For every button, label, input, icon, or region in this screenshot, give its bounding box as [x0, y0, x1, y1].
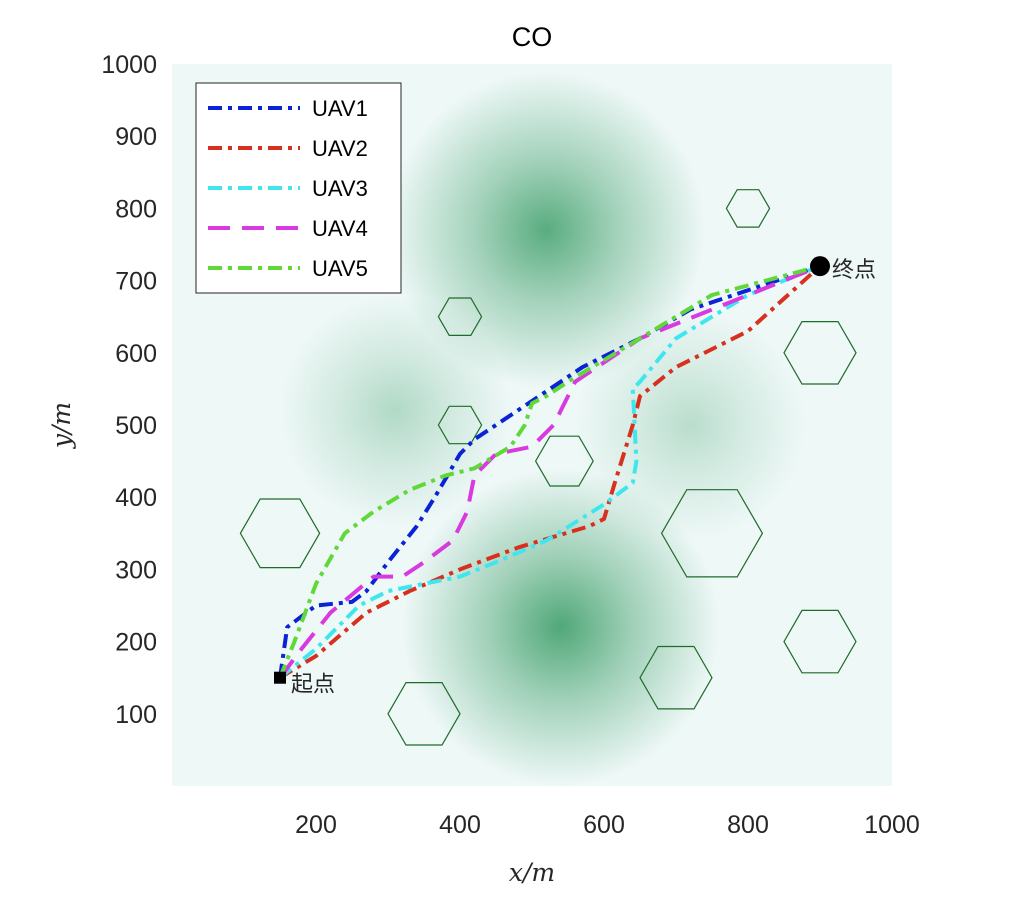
legend-label-uav4: UAV4 — [312, 216, 368, 241]
legend-label-uav2: UAV2 — [312, 136, 368, 161]
y-axis-ticks: 100 200 300 400 500 600 700 800 900 1000 — [101, 51, 157, 729]
y-tick-label: 500 — [115, 412, 157, 440]
legend: UAV1 UAV2 UAV3 UAV4 UAV5 — [195, 82, 402, 294]
plot-area: 起点 终点 — [172, 64, 892, 786]
obstacle-hexagon — [660, 489, 764, 578]
obstacle-hexagon — [534, 435, 594, 487]
y-tick-label: 800 — [115, 195, 157, 223]
y-axis-label: y/m — [47, 402, 76, 449]
y-tick-label: 700 — [115, 268, 157, 296]
series-line-uav5 — [278, 264, 821, 679]
y-tick-label: 300 — [115, 556, 157, 584]
y-tick-label: 200 — [115, 629, 157, 657]
chart-title: CO — [512, 22, 553, 52]
legend-label-uav1: UAV1 — [312, 96, 368, 121]
obstacle-hexagon — [437, 297, 483, 336]
x-tick-label: 600 — [583, 811, 625, 839]
y-tick-label: 100 — [115, 701, 157, 729]
x-axis-label: x/m — [509, 858, 555, 887]
x-tick-label: 800 — [727, 811, 769, 839]
obstacle-hexagon — [639, 645, 713, 710]
obstacle-hexagon — [239, 498, 321, 569]
terrain-peak — [388, 71, 705, 389]
y-tick-label: 400 — [115, 484, 157, 512]
obstacle-hexagon — [387, 681, 461, 746]
x-axis-ticks: 200 400 600 800 1000 — [295, 811, 920, 839]
series-line-uav2 — [278, 264, 822, 680]
series-line-uav3 — [278, 264, 821, 680]
start-marker — [274, 671, 286, 684]
terrain-layer — [280, 71, 806, 786]
terrain-peak — [280, 295, 511, 526]
x-tick-label: 400 — [439, 811, 481, 839]
y-tick-label: 1000 — [101, 51, 157, 79]
obstacle-hexagon — [783, 321, 857, 385]
y-tick-label: 600 — [115, 340, 157, 368]
terrain-peak — [575, 309, 806, 541]
start-label: 起点 — [291, 673, 335, 698]
x-tick-label: 1000 — [864, 811, 920, 839]
legend-label-uav3: UAV3 — [312, 176, 368, 201]
obstacle-hexagon — [783, 609, 857, 674]
terrain-peak — [402, 468, 720, 786]
goal-marker — [810, 256, 830, 277]
y-tick-label: 900 — [115, 123, 157, 151]
x-tick-label: 200 — [295, 811, 337, 839]
goal-label: 终点 — [832, 258, 876, 283]
legend-label-uav5: UAV5 — [312, 256, 368, 281]
obstacle-hexagon — [725, 189, 771, 228]
